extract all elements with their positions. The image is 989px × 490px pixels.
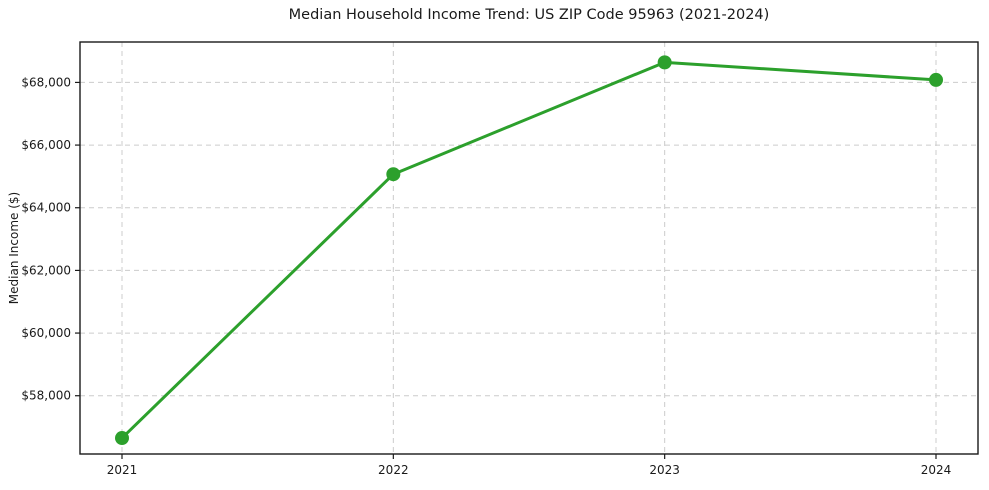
y-tick-label: $66,000: [21, 138, 71, 152]
data-line: [120, 60, 938, 440]
y-tick-label: $64,000: [21, 201, 71, 215]
data-point: [929, 72, 943, 87]
data-point: [386, 167, 401, 182]
y-tick-label: $58,000: [21, 389, 71, 403]
data-point: [115, 431, 129, 446]
chart-title: Median Household Income Trend: US ZIP Co…: [288, 7, 770, 23]
x-tick-label: 2022: [378, 463, 409, 477]
plot-frame: [79, 41, 979, 455]
y-tick-label: $68,000: [21, 75, 71, 89]
y-tick-label: $62,000: [21, 263, 71, 277]
x-tick-label: 2024: [921, 463, 952, 477]
plot-background: [80, 42, 978, 454]
y-tick-label: $60,000: [21, 326, 71, 340]
x-tick-label: 2023: [649, 463, 680, 477]
x-tick-label: 2021: [107, 463, 138, 477]
data-point: [657, 55, 672, 70]
